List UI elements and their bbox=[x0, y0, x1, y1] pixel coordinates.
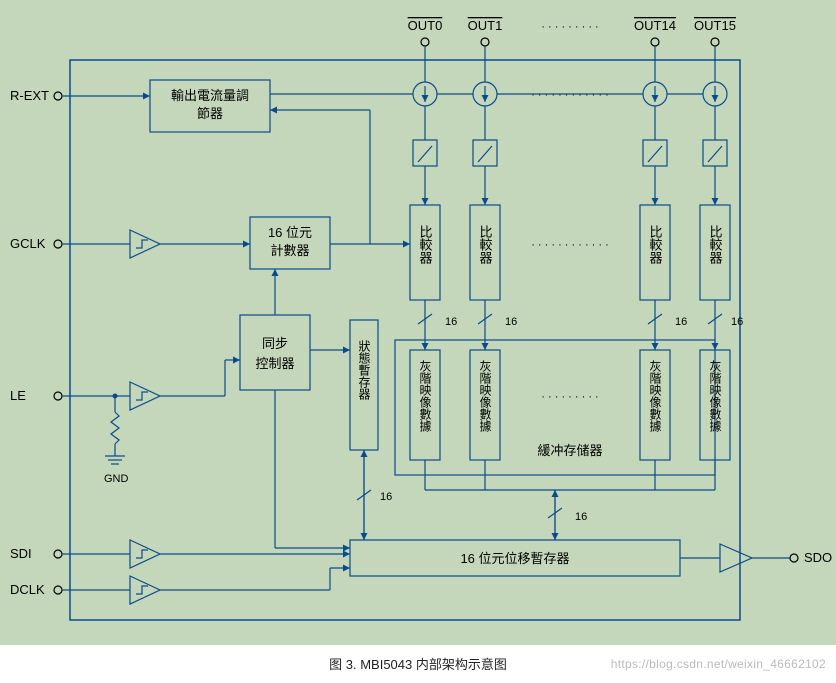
pin-dclk-label: DCLK bbox=[10, 582, 45, 597]
pin-rext-label: R-EXT bbox=[10, 88, 49, 103]
current-reg-l1: 輸出電流量調 bbox=[171, 88, 249, 103]
pin-sdi-label: SDI bbox=[10, 546, 32, 561]
pad-rext bbox=[54, 92, 62, 100]
gclk-buffer-icon bbox=[130, 230, 160, 258]
sync-l1: 同步 bbox=[262, 336, 288, 351]
gray15-label: 灰階映像數據 bbox=[708, 360, 722, 432]
bus16-status: 16 bbox=[380, 491, 392, 503]
status-reg-label: 狀態暫存器 bbox=[357, 340, 371, 401]
cs-ellipsis: · · · · · · · · · · · · bbox=[531, 89, 609, 101]
buffer-memory-label: 緩冲存储器 bbox=[537, 443, 602, 458]
pin-out14-label: OUT14 bbox=[634, 18, 676, 33]
gray-ellipsis: · · · · · · · · · bbox=[541, 391, 598, 403]
shift-register-label: 16 位元位移暫存器 bbox=[460, 551, 569, 566]
pad-sdo bbox=[790, 554, 798, 562]
watermark-text: https://blog.csdn.net/weixin_46662102 bbox=[611, 657, 826, 671]
sync-l2: 控制器 bbox=[255, 356, 294, 371]
pad-dclk bbox=[54, 586, 62, 594]
bus16-b: 16 bbox=[505, 316, 517, 328]
pin-sdo-label: SDO bbox=[804, 550, 832, 565]
switch-14 bbox=[643, 140, 667, 205]
switch-row bbox=[413, 140, 727, 205]
comp14-label: 比較器 bbox=[648, 225, 663, 265]
diagram-canvas: OUT0 OUT1 OUT14 OUT15 · · · · · · · · · … bbox=[0, 0, 836, 645]
bus16-d: 16 bbox=[731, 316, 743, 328]
counter-l1: 16 位元 bbox=[268, 225, 312, 240]
pad-out0 bbox=[421, 38, 429, 46]
gnd-label: GND bbox=[104, 473, 129, 485]
sdo-buffer-icon bbox=[720, 544, 752, 572]
comp1-label: 比較器 bbox=[478, 225, 493, 265]
pad-out14 bbox=[651, 38, 659, 46]
comp-ellipsis: · · · · · · · · · · · · bbox=[531, 239, 609, 251]
comparator-row: · · · · · · · · · · · · bbox=[410, 205, 730, 300]
current-sources-row: · · · · · · · · · · · · bbox=[413, 60, 727, 140]
switch-1 bbox=[473, 140, 497, 205]
pad-sdi bbox=[54, 550, 62, 558]
sdi-buffer-icon bbox=[130, 540, 160, 568]
dclk-buffer-icon bbox=[130, 576, 160, 604]
pin-out1-label: OUT1 bbox=[468, 18, 503, 33]
pin-gclk-label: GCLK bbox=[10, 236, 46, 251]
gray0-label: 灰階映像數據 bbox=[418, 360, 432, 432]
pin-out0-label: OUT0 bbox=[408, 18, 443, 33]
bus16-shift: 16 bbox=[575, 511, 587, 523]
gray14-label: 灰階映像數據 bbox=[648, 360, 662, 432]
bus16-c: 16 bbox=[675, 316, 687, 328]
out-ellipsis-top: · · · · · · · · · bbox=[541, 21, 598, 33]
switch-0 bbox=[413, 140, 437, 205]
gray1-label: 灰階映像數據 bbox=[478, 360, 492, 432]
diagram-svg: OUT0 OUT1 OUT14 OUT15 · · · · · · · · · … bbox=[0, 0, 836, 645]
comp0-label: 比較器 bbox=[418, 225, 433, 265]
switch-15 bbox=[703, 140, 727, 205]
pad-out15 bbox=[711, 38, 719, 46]
comp-to-gray-buses: 16 16 16 16 bbox=[418, 300, 743, 350]
current-source-14 bbox=[643, 60, 667, 140]
resistor-icon bbox=[111, 412, 119, 444]
current-reg-l2: 節器 bbox=[197, 106, 223, 121]
bus16-a: 16 bbox=[445, 316, 457, 328]
le-buffer-icon bbox=[130, 382, 160, 410]
pin-out15-label: OUT15 bbox=[694, 18, 736, 33]
pad-le bbox=[54, 392, 62, 400]
current-source-1 bbox=[473, 60, 497, 140]
pin-le-label: LE bbox=[10, 388, 26, 403]
counter-l2: 計數器 bbox=[270, 243, 309, 258]
comp15-label: 比較器 bbox=[708, 225, 723, 265]
current-source-15 bbox=[703, 60, 727, 140]
current-source-0 bbox=[413, 60, 437, 140]
pad-gclk bbox=[54, 240, 62, 248]
pad-out1 bbox=[481, 38, 489, 46]
sync-ctrl-box bbox=[240, 315, 310, 390]
